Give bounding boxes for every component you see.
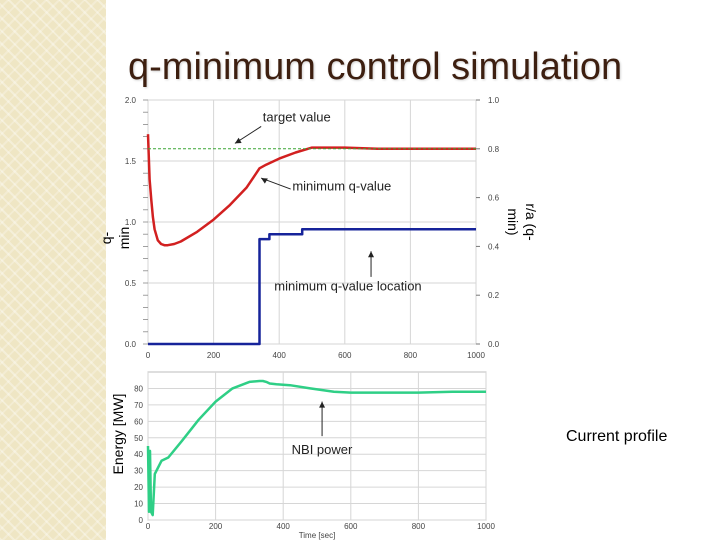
y-tick-label: 20 [134, 483, 143, 492]
y-axis-label-energy: Energy [MW] [110, 393, 126, 475]
y2-tick-label: 1.0 [488, 96, 500, 105]
x-tick-label: 200 [209, 522, 223, 531]
y-tick-label: 80 [134, 384, 143, 393]
plot-frame [147, 371, 487, 521]
y-tick-label: 0.5 [125, 279, 137, 288]
series-q-min [146, 134, 476, 247]
annotation-minimum-q-value: minimum q-value [292, 178, 391, 193]
annotation-minimum-q-location: minimum q-value location [274, 278, 421, 293]
y-tick-label: 70 [134, 401, 143, 410]
y-tick-label: 1.0 [125, 218, 137, 227]
x-tick-label: 800 [404, 351, 418, 360]
arrowhead [261, 178, 268, 184]
series-nbi [146, 379, 486, 517]
x-tick-label: 0 [146, 351, 151, 360]
y-tick-label: 10 [134, 500, 143, 509]
current-profile-note: Current profile [566, 428, 668, 445]
y2-tick-label: 0.6 [488, 194, 500, 203]
q-min-panel: 0 200 400 600 800 10000.00.51.01.52.00.00.20.… [125, 96, 500, 360]
y2-tick-label: 0.2 [488, 291, 500, 300]
y-tick-label: 60 [134, 417, 143, 426]
y-axis-label-right: r/a (q-min) [505, 203, 539, 241]
x-tick-label: 200 [207, 351, 221, 360]
annotation-target-value: target value [263, 109, 331, 124]
decorative-side-stripe [0, 0, 106, 540]
y-tick-label: 50 [134, 434, 143, 443]
arrowhead [368, 251, 375, 258]
x-tick-label: 600 [338, 351, 352, 360]
annotation-nbi-power: NBI power [292, 442, 353, 457]
y-tick-label: 1.5 [125, 157, 137, 166]
arrowhead [319, 401, 326, 408]
y-tick-label: 2.0 [125, 96, 137, 105]
x-tick-label: 0 [146, 522, 151, 531]
y-tick-label: 40 [134, 450, 143, 459]
x-tick-label: 1000 [467, 351, 485, 360]
x-tick-label: 800 [412, 522, 426, 531]
y2-tick-label: 0.4 [488, 242, 500, 251]
y-axis-label-left: q-min [98, 226, 132, 250]
x-tick-label: 400 [277, 522, 291, 531]
x-tick-label: 1000 [477, 522, 495, 531]
x-axis-label: Time [sec] [299, 531, 336, 540]
x-tick-label: 400 [273, 351, 287, 360]
nbi-power-panel: 0 200 400 600 800 1000 0 10 20 30 40 50 60 70 80 Time [… [134, 371, 495, 540]
y-tick-label: 30 [134, 467, 143, 476]
y2-tick-label: 0.0 [488, 340, 500, 349]
y2-tick-label: 0.8 [488, 145, 500, 154]
arrowhead [234, 137, 242, 144]
slide-title: q-minimum control simulation [128, 46, 623, 88]
x-tick-label: 600 [344, 522, 358, 531]
y-tick-label: 0.0 [125, 340, 137, 349]
y-tick-label: 0 [139, 516, 144, 525]
series-location [148, 228, 476, 346]
